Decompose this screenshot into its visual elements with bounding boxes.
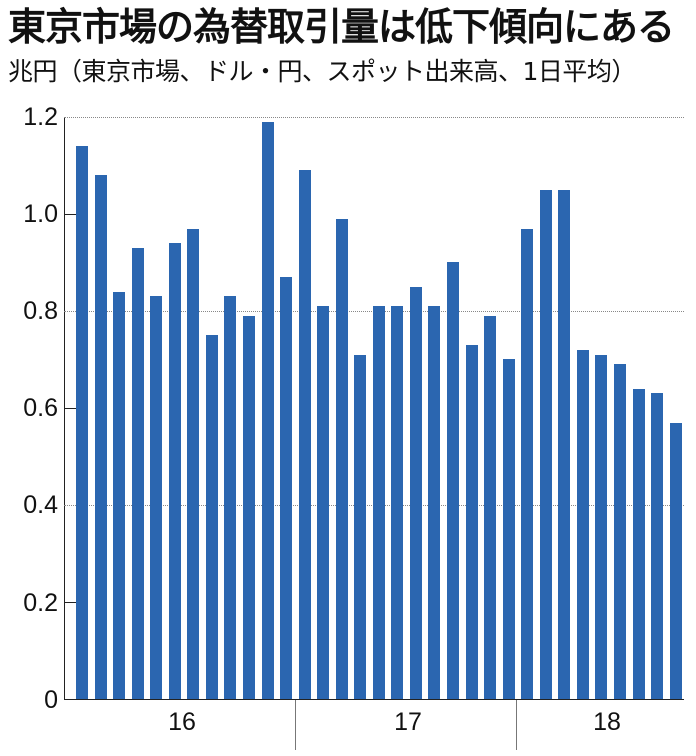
bar-16-12 (280, 277, 292, 699)
y-tick-label-0: 0 (44, 686, 58, 714)
bar-17-12 (503, 359, 515, 699)
bar-17-04 (354, 355, 366, 699)
chart-subtitle-unit: 兆円（東京市場、ドル・円、スポット出来高、1日平均） (8, 57, 636, 86)
y-tick-label-1.0: 1.0 (23, 200, 58, 228)
bar-16-11 (262, 122, 274, 699)
bar-18-08 (651, 393, 663, 699)
bar-17-08 (428, 306, 440, 699)
bar-18-04 (577, 350, 589, 699)
bar-17-01 (299, 170, 311, 699)
bar-18-01 (521, 229, 533, 699)
bar-16-07 (187, 229, 199, 699)
bar-18-09 (670, 423, 682, 699)
bar-17-06 (391, 306, 403, 699)
bar-18-07 (633, 389, 645, 699)
y-tick-0.6 (64, 408, 76, 409)
bar-18-06 (614, 364, 626, 699)
y-tick-1.0 (64, 214, 76, 215)
bar-16-09 (224, 296, 236, 699)
bar-16-01 (76, 146, 88, 699)
y-tick-label-0.2: 0.2 (23, 589, 58, 617)
y-tick-0.2 (64, 602, 76, 603)
gridline-1.2 (64, 117, 684, 118)
x-axis-line (64, 699, 684, 700)
chart-title: 東京市場の為替取引量は低下傾向にある (8, 5, 675, 49)
bar-17-11 (484, 316, 496, 699)
y-tick-label-1.2: 1.2 (23, 103, 58, 131)
bar-17-07 (410, 287, 422, 699)
x-group-label-16: 16 (168, 708, 196, 736)
bar-17-10 (466, 345, 478, 699)
year-divider-17-18 (516, 700, 517, 750)
y-tick-label-0.8: 0.8 (23, 297, 58, 325)
x-group-label-18: 18 (593, 708, 621, 736)
bar-16-06 (169, 243, 181, 699)
y-tick-label-0.4: 0.4 (23, 491, 58, 519)
bar-16-03 (113, 292, 125, 699)
bar-17-05 (373, 306, 385, 699)
bar-16-02 (95, 175, 107, 699)
bar-17-09 (447, 262, 459, 699)
bar-17-02 (317, 306, 329, 699)
bar-18-05 (595, 355, 607, 699)
bar-17-03 (336, 219, 348, 699)
x-group-label-17: 17 (394, 708, 422, 736)
bar-16-05 (150, 296, 162, 699)
y-tick-label-0.6: 0.6 (23, 394, 58, 422)
bar-16-04 (132, 248, 144, 699)
bar-18-03 (558, 190, 570, 699)
bar-16-10 (243, 316, 255, 699)
bar-16-08 (206, 335, 218, 699)
year-divider-16-17 (295, 700, 296, 750)
bar-18-02 (540, 190, 552, 699)
